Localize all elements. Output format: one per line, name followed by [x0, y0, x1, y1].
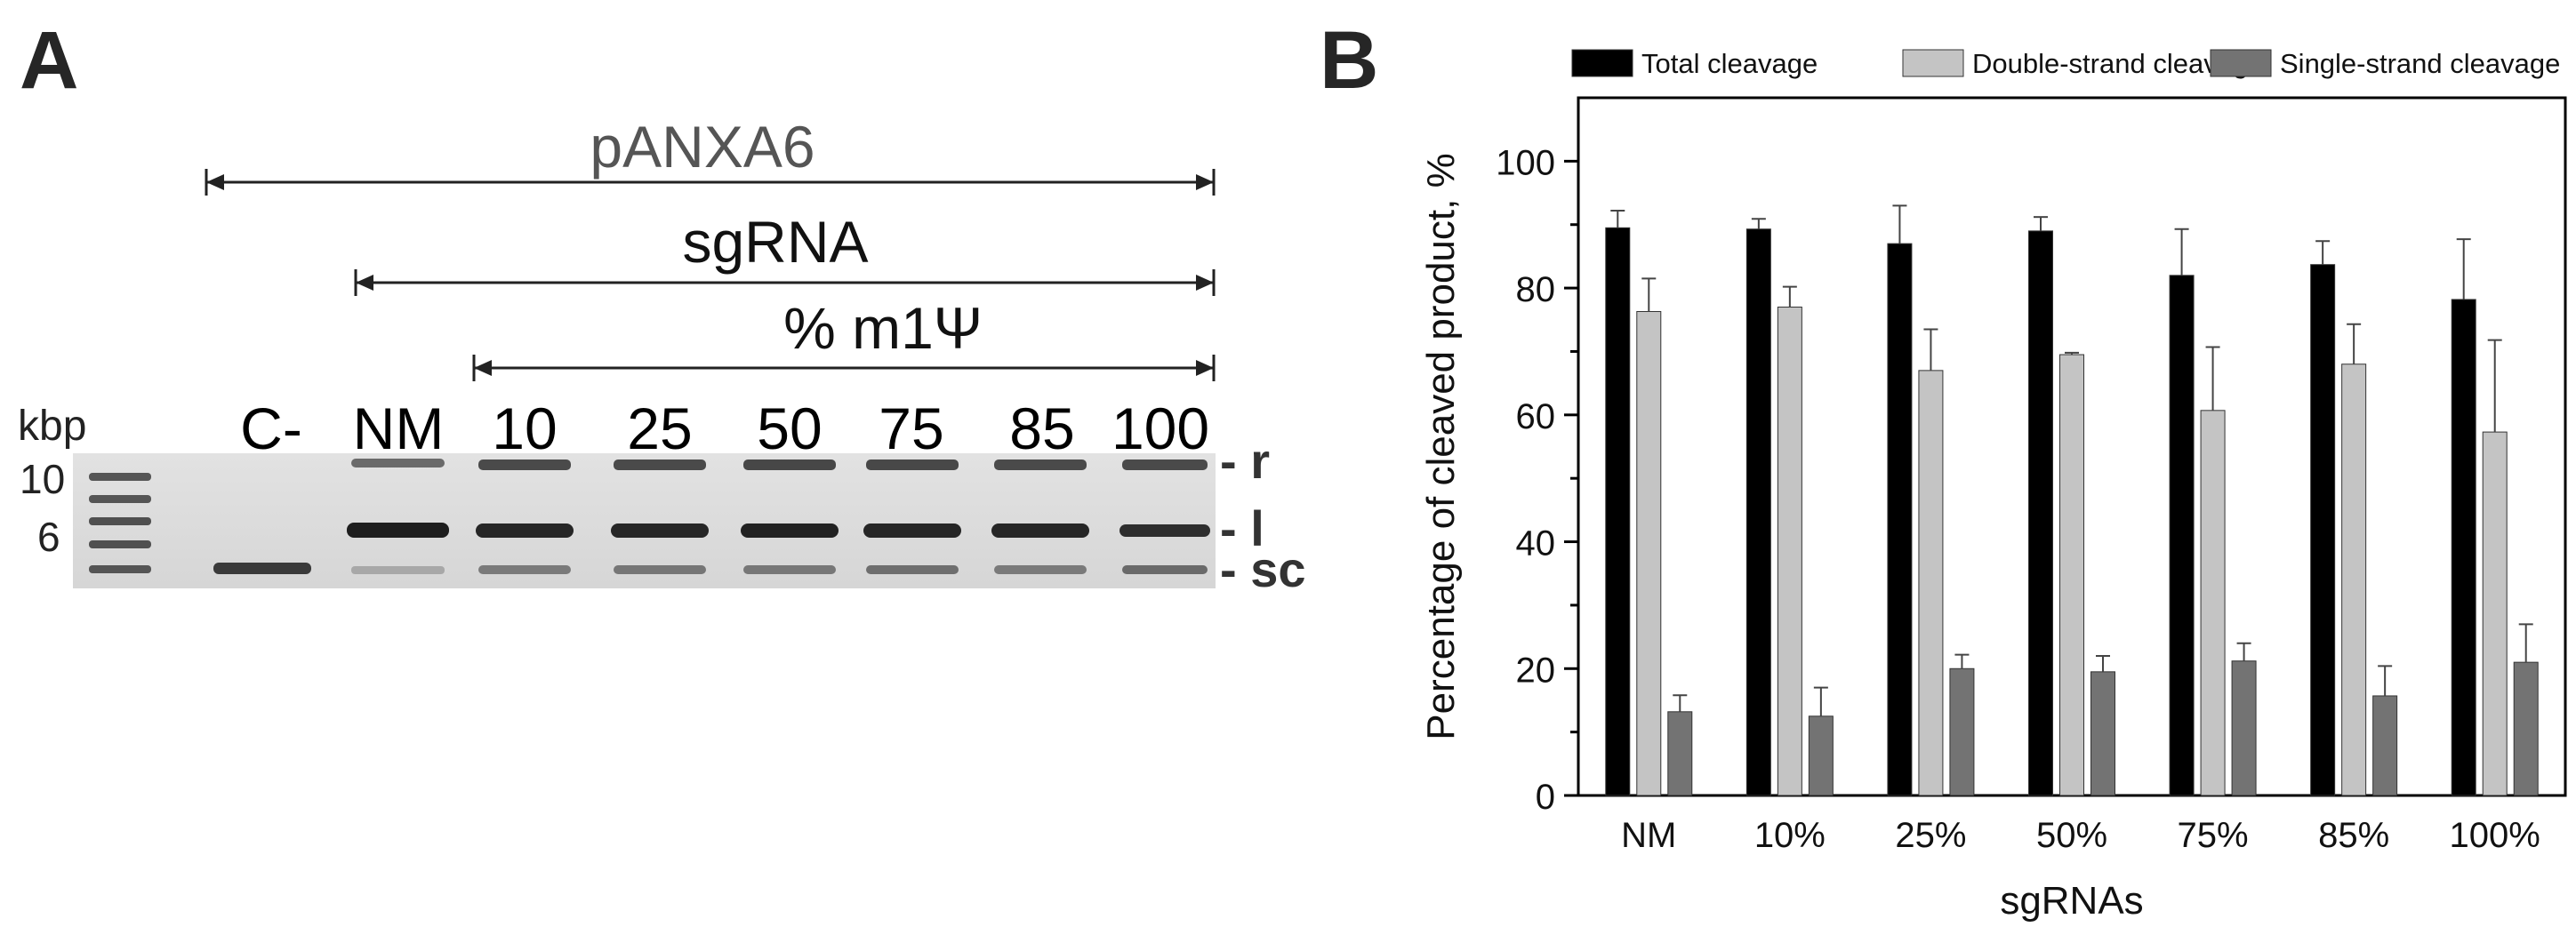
- x-tick-label: 100%: [2450, 816, 2540, 855]
- bars: [1605, 204, 2539, 796]
- bar: [1636, 310, 1662, 796]
- lane-labels: C- NM 10 25 50 75 85 100: [240, 396, 1209, 461]
- legend-label: Single-strand cleavage: [2280, 48, 2560, 79]
- bar: [1949, 667, 1975, 796]
- bracket-label-m1psi: % m1Ψ: [783, 295, 983, 361]
- lane-label: 25: [627, 396, 692, 461]
- gel-image: [73, 453, 1216, 588]
- x-tick-label: 10%: [1754, 816, 1826, 855]
- bar: [2482, 431, 2508, 796]
- y-axis: 0 20 40 60 80 100: [1496, 143, 1578, 817]
- bar: [2028, 230, 2053, 796]
- lane-label: 50: [757, 396, 822, 461]
- bar: [2200, 410, 2226, 796]
- x-tick-label: 50%: [2036, 816, 2107, 855]
- y-tick-label: 0: [1536, 778, 1555, 817]
- lane-label: 10: [492, 396, 557, 461]
- cleavage-bar-chart: Total cleavage Double-strand cleavage Sing…: [1419, 48, 2567, 923]
- ladder-mark: 10: [20, 456, 65, 502]
- x-axis-title: sgRNAs: [2000, 879, 2143, 923]
- lane-label: 100: [1111, 396, 1209, 461]
- bracket-sgRNA: sgRNA: [354, 209, 1216, 296]
- x-tick-label: NM: [1621, 816, 1676, 855]
- bar: [2059, 354, 2084, 796]
- band-label-l: - l: [1220, 500, 1264, 556]
- bar: [2090, 671, 2115, 796]
- y-tick-label: 80: [1516, 270, 1556, 309]
- bar: [2341, 364, 2367, 796]
- panel-a-letter: A: [20, 15, 79, 106]
- bar: [1918, 370, 1944, 796]
- band-label-r: - r: [1220, 433, 1270, 489]
- y-tick-label: 100: [1496, 143, 1555, 182]
- y-tick-label: 60: [1516, 397, 1556, 436]
- legend-swatch: [2210, 49, 2272, 77]
- bar: [2513, 661, 2539, 796]
- bar: [1777, 307, 1802, 796]
- panel-b-letter: B: [1320, 15, 1379, 106]
- y-tick-label: 20: [1516, 651, 1556, 690]
- gel-panel: pANXA6 sgRNA % m1Ψ C- NM 10 25 50 75: [18, 114, 1306, 597]
- legend-swatch: [1571, 49, 1633, 77]
- x-tick-label: 85%: [2318, 816, 2389, 855]
- bar: [2372, 695, 2398, 796]
- bar: [2231, 660, 2257, 796]
- y-axis-title: Percentage of cleaved product, %: [1419, 153, 1463, 739]
- y-tick-label: 40: [1516, 524, 1556, 563]
- ladder-mark: 6: [37, 514, 60, 560]
- gel-band: [213, 563, 311, 574]
- bar: [2169, 275, 2195, 796]
- ladder-bands: [89, 473, 151, 573]
- bracket-label-sgRNA: sgRNA: [682, 209, 868, 275]
- lane-label: NM: [353, 396, 445, 461]
- x-axis: NM 10% 25% 50% 75% 85% 100%: [1621, 816, 2540, 855]
- bar: [2451, 299, 2476, 796]
- bracket-label-pANXA6: pANXA6: [590, 114, 815, 180]
- bracket-m1psi: % m1Ψ: [472, 295, 1216, 381]
- legend-label: Total cleavage: [1641, 48, 1818, 79]
- lane-label: 75: [879, 396, 943, 461]
- bar: [1808, 715, 1834, 796]
- lane-label: 85: [1009, 396, 1074, 461]
- legend-swatch: [1902, 49, 1964, 77]
- x-tick-label: 75%: [2178, 816, 2249, 855]
- bar: [1667, 711, 1693, 796]
- bracket-pANXA6: pANXA6: [205, 114, 1216, 196]
- bar: [1605, 227, 1631, 796]
- chart-legend: Total cleavage Double-strand cleavage Sing…: [1571, 48, 2560, 79]
- ladder-unit-label: kbp: [18, 403, 86, 450]
- sample-lanes: [347, 459, 1210, 574]
- bar: [1745, 228, 1771, 796]
- x-tick-label: 25%: [1895, 816, 1966, 855]
- band-label-sc: - sc: [1220, 541, 1306, 597]
- lane-label: C-: [240, 396, 302, 461]
- bar: [2310, 264, 2336, 796]
- bar: [1887, 243, 1913, 796]
